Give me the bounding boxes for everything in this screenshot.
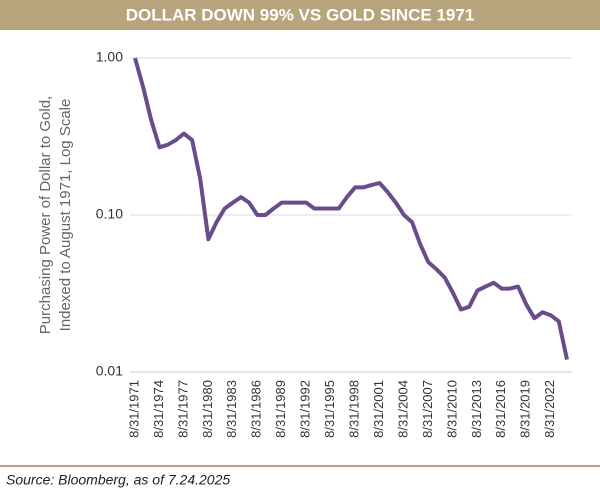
x-tick-label: 8/31/1998 xyxy=(347,380,362,438)
x-tick-label: 8/31/1989 xyxy=(273,380,288,438)
x-tick-label: 8/31/2007 xyxy=(420,380,435,438)
x-tick-label: 8/31/1986 xyxy=(249,380,264,438)
x-tick-label: 8/31/1995 xyxy=(322,380,337,438)
x-tick-label: 8/31/1977 xyxy=(175,380,190,438)
x-tick-label: 8/31/2010 xyxy=(444,380,459,438)
x-tick-label: 8/31/1983 xyxy=(224,380,239,438)
x-tick-label: 8/31/1980 xyxy=(200,380,215,438)
x-tick-label: 8/31/2001 xyxy=(371,380,386,438)
y-tick-label: 0.10 xyxy=(96,206,123,222)
y-tick-label: 0.01 xyxy=(96,363,123,379)
x-tick-label: 8/31/2022 xyxy=(542,380,557,438)
chart-title: DOLLAR DOWN 99% VS GOLD SINCE 1971 xyxy=(126,5,475,24)
x-tick-label: 8/31/1974 xyxy=(151,380,166,438)
x-tick-label: 8/31/2019 xyxy=(518,380,533,438)
title-banner xyxy=(0,0,600,30)
source-note: Source: Bloomberg, as of 7.24.2025 xyxy=(6,472,230,488)
x-tick-label: 8/31/2016 xyxy=(493,380,508,438)
y-axis-label: Purchasing Power of Dollar to Gold, xyxy=(37,96,54,334)
y-axis-label: Indexed to August 1971, Log Scale xyxy=(57,99,74,332)
x-tick-label: 8/31/2004 xyxy=(395,380,410,438)
x-tick-label: 8/31/1992 xyxy=(298,380,313,438)
data-line xyxy=(133,57,569,361)
x-tick-label: 8/31/1971 xyxy=(126,380,141,438)
x-tick-label: 8/31/2013 xyxy=(469,380,484,438)
y-tick-label: 1.00 xyxy=(96,49,123,65)
